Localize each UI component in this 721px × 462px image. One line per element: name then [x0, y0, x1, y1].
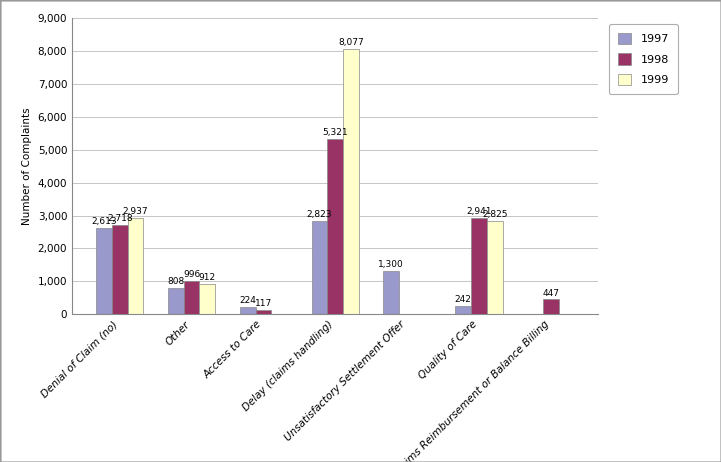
Text: 808: 808 [167, 277, 185, 286]
Text: 2,941: 2,941 [466, 207, 492, 216]
Text: 912: 912 [199, 273, 216, 282]
Text: 447: 447 [542, 288, 559, 298]
Bar [255, 310, 271, 314]
Bar [384, 272, 399, 314]
Text: 2,613: 2,613 [91, 217, 117, 226]
Y-axis label: Number of Complaints: Number of Complaints [22, 108, 32, 225]
Bar [343, 49, 359, 314]
Bar [543, 299, 559, 314]
Text: 117: 117 [255, 299, 272, 308]
Text: 242: 242 [455, 295, 472, 304]
Bar [112, 225, 128, 314]
Text: 5,321: 5,321 [322, 128, 348, 137]
Text: 2,825: 2,825 [482, 210, 508, 219]
Text: 2,718: 2,718 [107, 214, 133, 223]
Legend: 1997, 1998, 1999: 1997, 1998, 1999 [609, 24, 678, 94]
Text: 1,300: 1,300 [379, 261, 404, 269]
Text: 2,823: 2,823 [306, 211, 332, 219]
Bar [455, 306, 471, 314]
Bar [487, 221, 503, 314]
Bar [471, 218, 487, 314]
Text: 8,077: 8,077 [338, 38, 364, 47]
Bar [168, 288, 184, 314]
Text: 224: 224 [239, 296, 256, 305]
Bar [184, 281, 200, 314]
Bar [128, 218, 143, 314]
Bar [200, 284, 216, 314]
Text: 996: 996 [183, 270, 200, 280]
Bar [96, 228, 112, 314]
Bar [311, 221, 327, 314]
Bar [239, 307, 255, 314]
Text: 2,937: 2,937 [123, 207, 149, 216]
Bar [327, 140, 343, 314]
